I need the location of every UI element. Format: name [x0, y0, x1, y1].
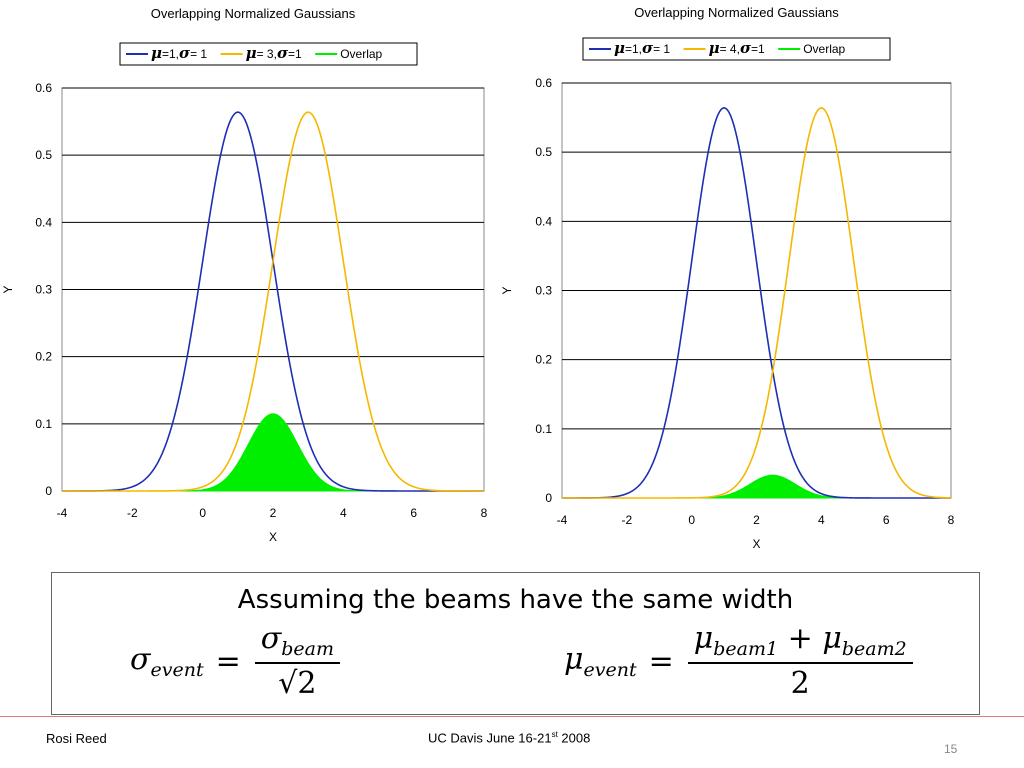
footer-event: UC Davis June 16-21st 2008	[428, 730, 591, 746]
y-axis-label: Y	[1, 285, 15, 293]
x-tick-label: 6	[410, 506, 417, 520]
chart-legend: μ=1,σ= 1 μ= 4,σ=1 Overlap	[582, 37, 891, 61]
series-line-mu4	[562, 107, 952, 499]
mu-event-formula: μevent = μbeam1 + μbeam2 2	[564, 621, 913, 701]
y-axis-label: Y	[500, 286, 514, 294]
series-line-mu1	[562, 107, 951, 499]
x-tick-label: 2	[753, 513, 760, 527]
x-axis-label: X	[752, 537, 760, 551]
y-tick-label: 0.5	[35, 148, 52, 162]
footer-author: Rosi Reed	[46, 731, 107, 746]
assumption-text: Assuming the beams have the same width	[237, 585, 794, 615]
chart-svg: 0 0.1 0.2 0.3 0.4 0.5 0.6 -4 -2 0 2 4 6 8 X Y Overlappin…	[500, 5, 955, 551]
chart-left: 0 0.1 0.2 0.3 0.4 0.5 0.6 -4 -2 0 2 4 6 8 X Y Overlappin…	[0, 0, 492, 560]
legend-entry: μ= 3,σ=1	[246, 44, 302, 62]
x-tick-label: 6	[883, 513, 890, 527]
legend-entry: Overlap	[803, 42, 845, 56]
chart-svg: 0 0.1 0.2 0.3 0.4 0.5 0.6 -4 -2 0 2 4 6 8 X Y Overlappin…	[1, 6, 488, 544]
legend-entry: μ= 4,σ=1	[709, 39, 765, 57]
x-tick-label: 8	[948, 513, 955, 527]
y-tick-label: 0.5	[535, 145, 552, 159]
y-tick-label: 0.3	[535, 284, 552, 298]
y-tick-label: 0	[45, 484, 52, 498]
x-tick-label: 2	[270, 506, 277, 520]
y-tick-label: 0.6	[35, 81, 52, 95]
x-tick-label: -4	[557, 513, 568, 527]
footer-divider	[0, 716, 1024, 717]
x-tick-label: -4	[57, 506, 68, 520]
sigma-lhs: σevent	[130, 641, 204, 681]
y-tick-label: 0.1	[35, 417, 52, 431]
formula-box: Assuming the beams have the same width σ…	[51, 572, 980, 715]
x-tick-label: -2	[127, 506, 138, 520]
legend-entry: Overlap	[340, 47, 382, 61]
y-tick-label: 0.3	[35, 283, 52, 297]
y-tick-label: 0.6	[535, 76, 552, 90]
equals-sign: =	[648, 643, 674, 679]
x-tick-label: 4	[340, 506, 347, 520]
chart-legend: μ=1,σ= 1 μ= 3,σ=1 Overlap	[119, 42, 418, 66]
chart-title: Overlapping Normalized Gaussians	[151, 6, 356, 21]
y-tick-label: 0.2	[535, 353, 552, 367]
chart-right: 0 0.1 0.2 0.3 0.4 0.5 0.6 -4 -2 0 2 4 6 8 X Y Overlappin…	[497, 0, 1024, 560]
x-tick-label: -2	[621, 513, 632, 527]
page-number: 15	[944, 742, 958, 756]
mu-lhs: μevent	[564, 641, 637, 681]
x-tick-label: 4	[818, 513, 825, 527]
x-tick-label: 0	[688, 513, 695, 527]
series-line-mu3	[62, 111, 484, 492]
legend-entry: μ=1,σ= 1	[614, 39, 670, 57]
x-tick-label: 0	[199, 506, 206, 520]
y-tick-label: 0.1	[535, 422, 552, 436]
y-tick-label: 0.4	[35, 215, 52, 229]
x-tick-label: 8	[481, 506, 488, 520]
y-tick-label: 0.2	[35, 350, 52, 364]
mu-fraction: μbeam1 + μbeam2 2	[687, 621, 913, 701]
sigma-event-formula: σevent = σbeam √2	[130, 621, 340, 701]
sigma-fraction: σbeam √2	[254, 621, 340, 701]
y-tick-label: 0	[545, 491, 552, 505]
chart-title: Overlapping Normalized Gaussians	[634, 5, 839, 20]
y-tick-label: 0.4	[535, 214, 552, 228]
x-axis-label: X	[269, 530, 277, 544]
equals-sign: =	[215, 643, 241, 679]
legend-entry: μ=1,σ= 1	[151, 44, 207, 62]
